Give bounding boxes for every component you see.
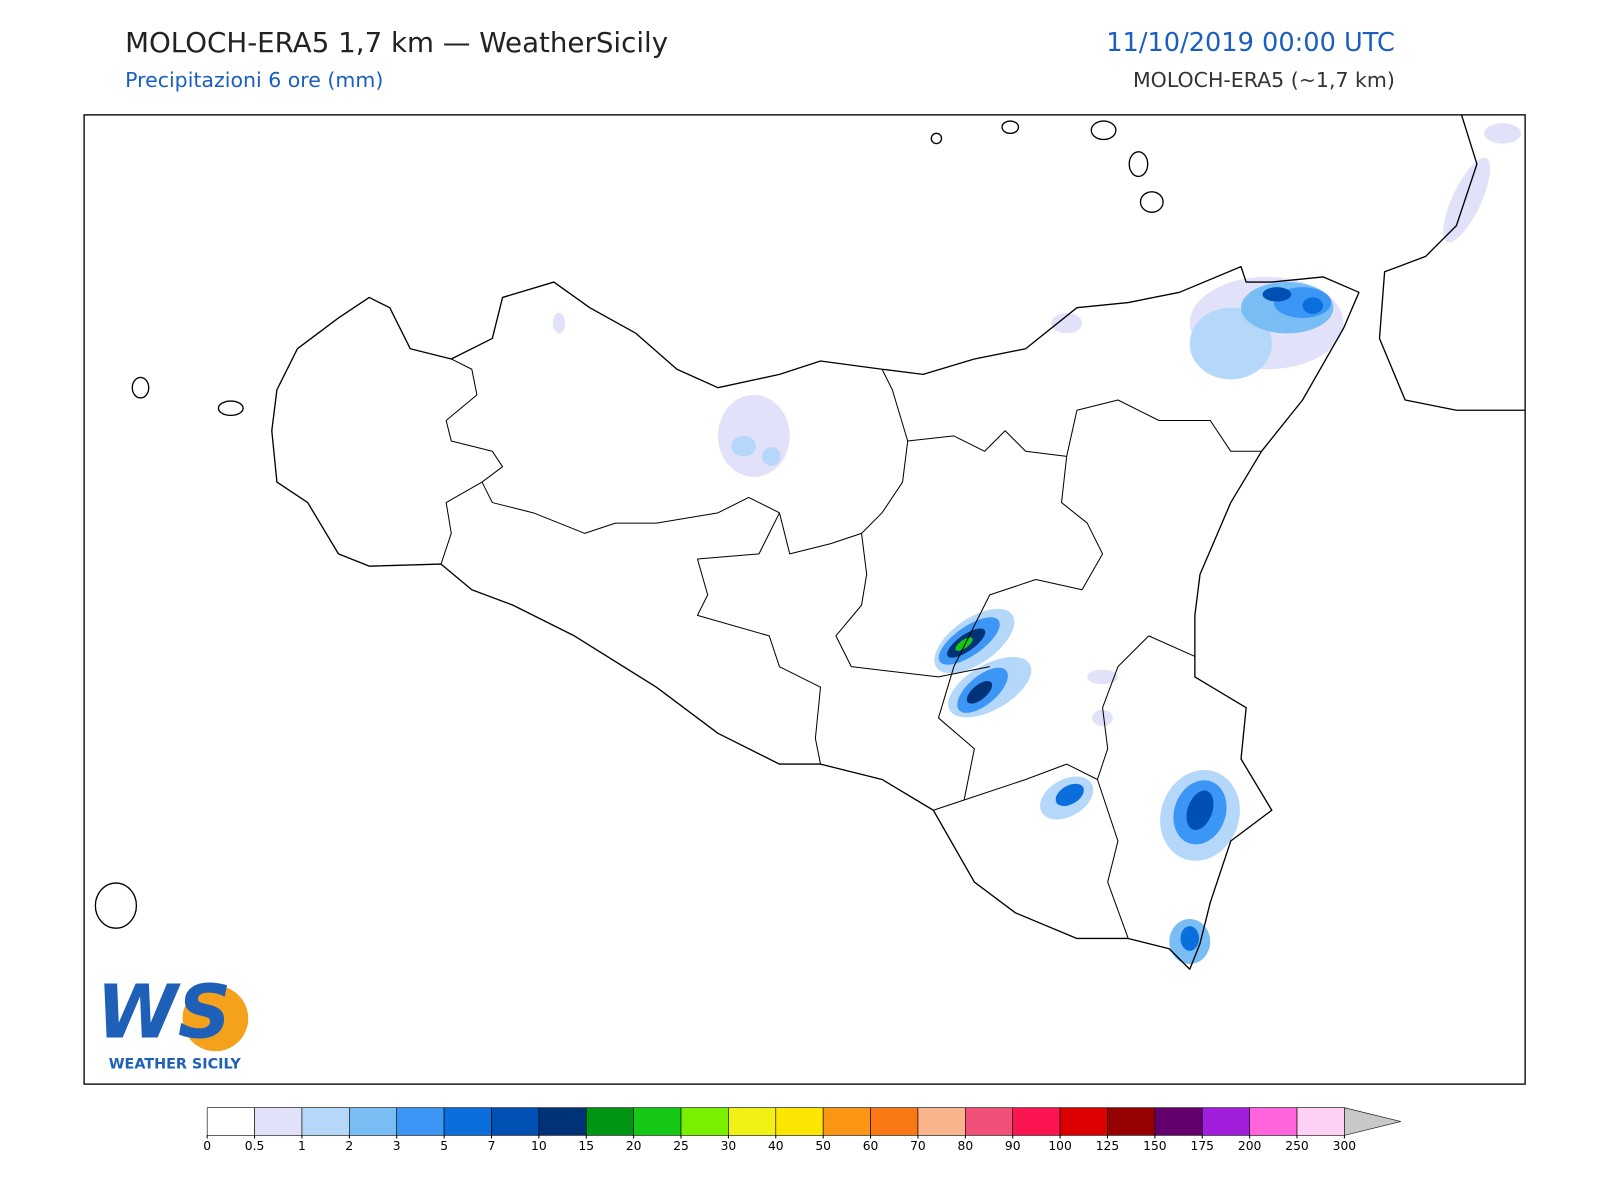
colorbar-tick-label: 0 — [203, 1139, 211, 1153]
colorbar-swatch — [585, 1107, 634, 1136]
colorbar-tick-label: 25 — [673, 1139, 689, 1153]
colorbar-swatch — [822, 1107, 871, 1136]
colorbar-tick-label: 250 — [1285, 1139, 1308, 1153]
colorbar-swatch — [870, 1107, 919, 1136]
colorbar-tick-label: 90 — [1005, 1139, 1021, 1153]
colorbar-tick-label: 50 — [815, 1139, 831, 1153]
colorbar-swatch — [349, 1107, 398, 1136]
colorbar-tick-label: 15 — [578, 1139, 594, 1153]
colorbar-swatch — [396, 1107, 445, 1136]
colorbar-tick-label: 3 — [393, 1139, 401, 1153]
colorbar-swatch — [633, 1107, 682, 1136]
datetime: 11/10/2019 00:00 UTC — [1106, 28, 1395, 58]
colorbar-swatch — [1107, 1107, 1156, 1136]
colorbar-swatch — [1201, 1107, 1250, 1136]
colorbar-tick-label: 125 — [1096, 1139, 1119, 1153]
islands — [94, 120, 1164, 929]
colorbar-swatch — [1059, 1107, 1108, 1136]
map — [83, 114, 1526, 1085]
map-frame — [83, 114, 1526, 1085]
logo: WS WEATHER SICILY — [96, 969, 249, 1073]
colorbar-swatch — [1154, 1107, 1203, 1136]
subtitle: Precipitazioni 6 ore (mm) — [125, 68, 383, 92]
model-label: MOLOCH-ERA5 (~1,7 km) — [1133, 68, 1395, 92]
title: MOLOCH-ERA5 1,7 km — WeatherSicily — [125, 26, 668, 59]
colorbar-tick-label: 200 — [1238, 1139, 1261, 1153]
colorbar-swatch — [775, 1107, 824, 1136]
colorbar-tick-label: 20 — [626, 1139, 642, 1153]
colorbar-tick-label: 5 — [440, 1139, 448, 1153]
colorbar-swatch — [538, 1107, 587, 1136]
province-borders — [440, 358, 1262, 939]
colorbar-tick-label: 70 — [910, 1139, 926, 1153]
colorbar-swatch — [206, 1107, 255, 1136]
colorbar-tick-label: 175 — [1191, 1139, 1214, 1153]
colorbar-swatch — [254, 1107, 303, 1136]
colorbar-swatch — [728, 1107, 777, 1136]
colorbar-swatch — [965, 1107, 1014, 1136]
colorbar-tick-label: 7 — [488, 1139, 496, 1153]
colorbar-swatch — [443, 1107, 492, 1136]
colorbar-tick-label: 60 — [863, 1139, 879, 1153]
colorbar-extension — [1344, 1107, 1401, 1136]
colorbar-tick-label: 300 — [1333, 1139, 1356, 1153]
colorbar: 0 0.5 1 2 3 5 7 10 15 20 25 30 40 50 60 70 80 90 100 125 150… — [203, 1107, 1401, 1153]
colorbar-tick-label: 40 — [768, 1139, 784, 1153]
colorbar-tick-label: 0.5 — [245, 1139, 265, 1153]
colorbar-tick-label: 10 — [531, 1139, 547, 1153]
colorbar-swatch — [1012, 1107, 1061, 1136]
colorbar-tick-label: 80 — [958, 1139, 974, 1153]
colorbar-swatch — [491, 1107, 540, 1136]
calabria-coast — [1378, 114, 1526, 411]
precipitation — [552, 123, 1522, 965]
logo-mark: WS — [96, 969, 231, 1055]
colorbar-tick-label: 30 — [721, 1139, 737, 1153]
colorbar-tick-label: 100 — [1048, 1139, 1071, 1153]
colorbar-swatch — [301, 1107, 350, 1136]
logo-text: WEATHER SICILY — [109, 1057, 242, 1073]
colorbar-swatch — [1296, 1107, 1345, 1136]
colorbar-tick-label: 2 — [345, 1139, 353, 1153]
colorbar-swatch — [917, 1107, 966, 1136]
colorbar-tick-label: 150 — [1143, 1139, 1166, 1153]
colorbar-tick-label: 1 — [298, 1139, 306, 1153]
colorbar-swatch — [680, 1107, 729, 1136]
colorbar-swatch — [1249, 1107, 1298, 1136]
